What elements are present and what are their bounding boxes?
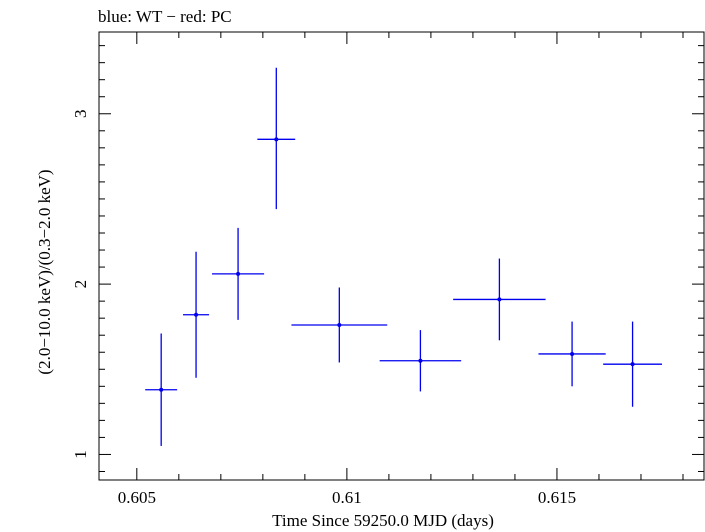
x-tick-label: 0.605: [118, 488, 156, 507]
point-marker: [570, 351, 575, 356]
x-tick-label: 0.61: [332, 488, 362, 507]
point-marker: [418, 358, 423, 363]
x-axis: 0.605 0.61 0.615: [118, 32, 684, 507]
y-tick-label: 1: [71, 450, 90, 459]
data-point: [453, 258, 546, 341]
point-marker: [194, 312, 199, 317]
y-axis: 1 2 3: [71, 45, 704, 472]
data-point: [538, 321, 606, 387]
point-marker: [274, 137, 279, 142]
point-marker: [236, 271, 241, 276]
data-point: [379, 330, 462, 392]
data-series-wt: [145, 67, 662, 446]
chart-title: blue: WT − red: PC: [98, 7, 232, 26]
y-tick-label: 2: [71, 280, 90, 289]
point-marker: [159, 387, 164, 392]
point-marker: [630, 362, 635, 367]
data-point: [212, 227, 265, 320]
x-tick-label: 0.615: [538, 488, 576, 507]
y-axis-label: (2.0−10.0 keV)/(0.3−2.0 keV): [35, 169, 54, 374]
data-point: [145, 333, 178, 446]
point-marker: [497, 297, 502, 302]
data-point: [291, 287, 388, 363]
y-tick-label: 3: [71, 110, 90, 119]
plot-frame: [98, 31, 705, 481]
data-point: [183, 251, 210, 378]
point-marker: [337, 322, 342, 327]
x-axis-label: Time Since 59250.0 MJD (days): [272, 511, 494, 530]
data-point: [603, 321, 662, 407]
data-point: [257, 67, 296, 210]
